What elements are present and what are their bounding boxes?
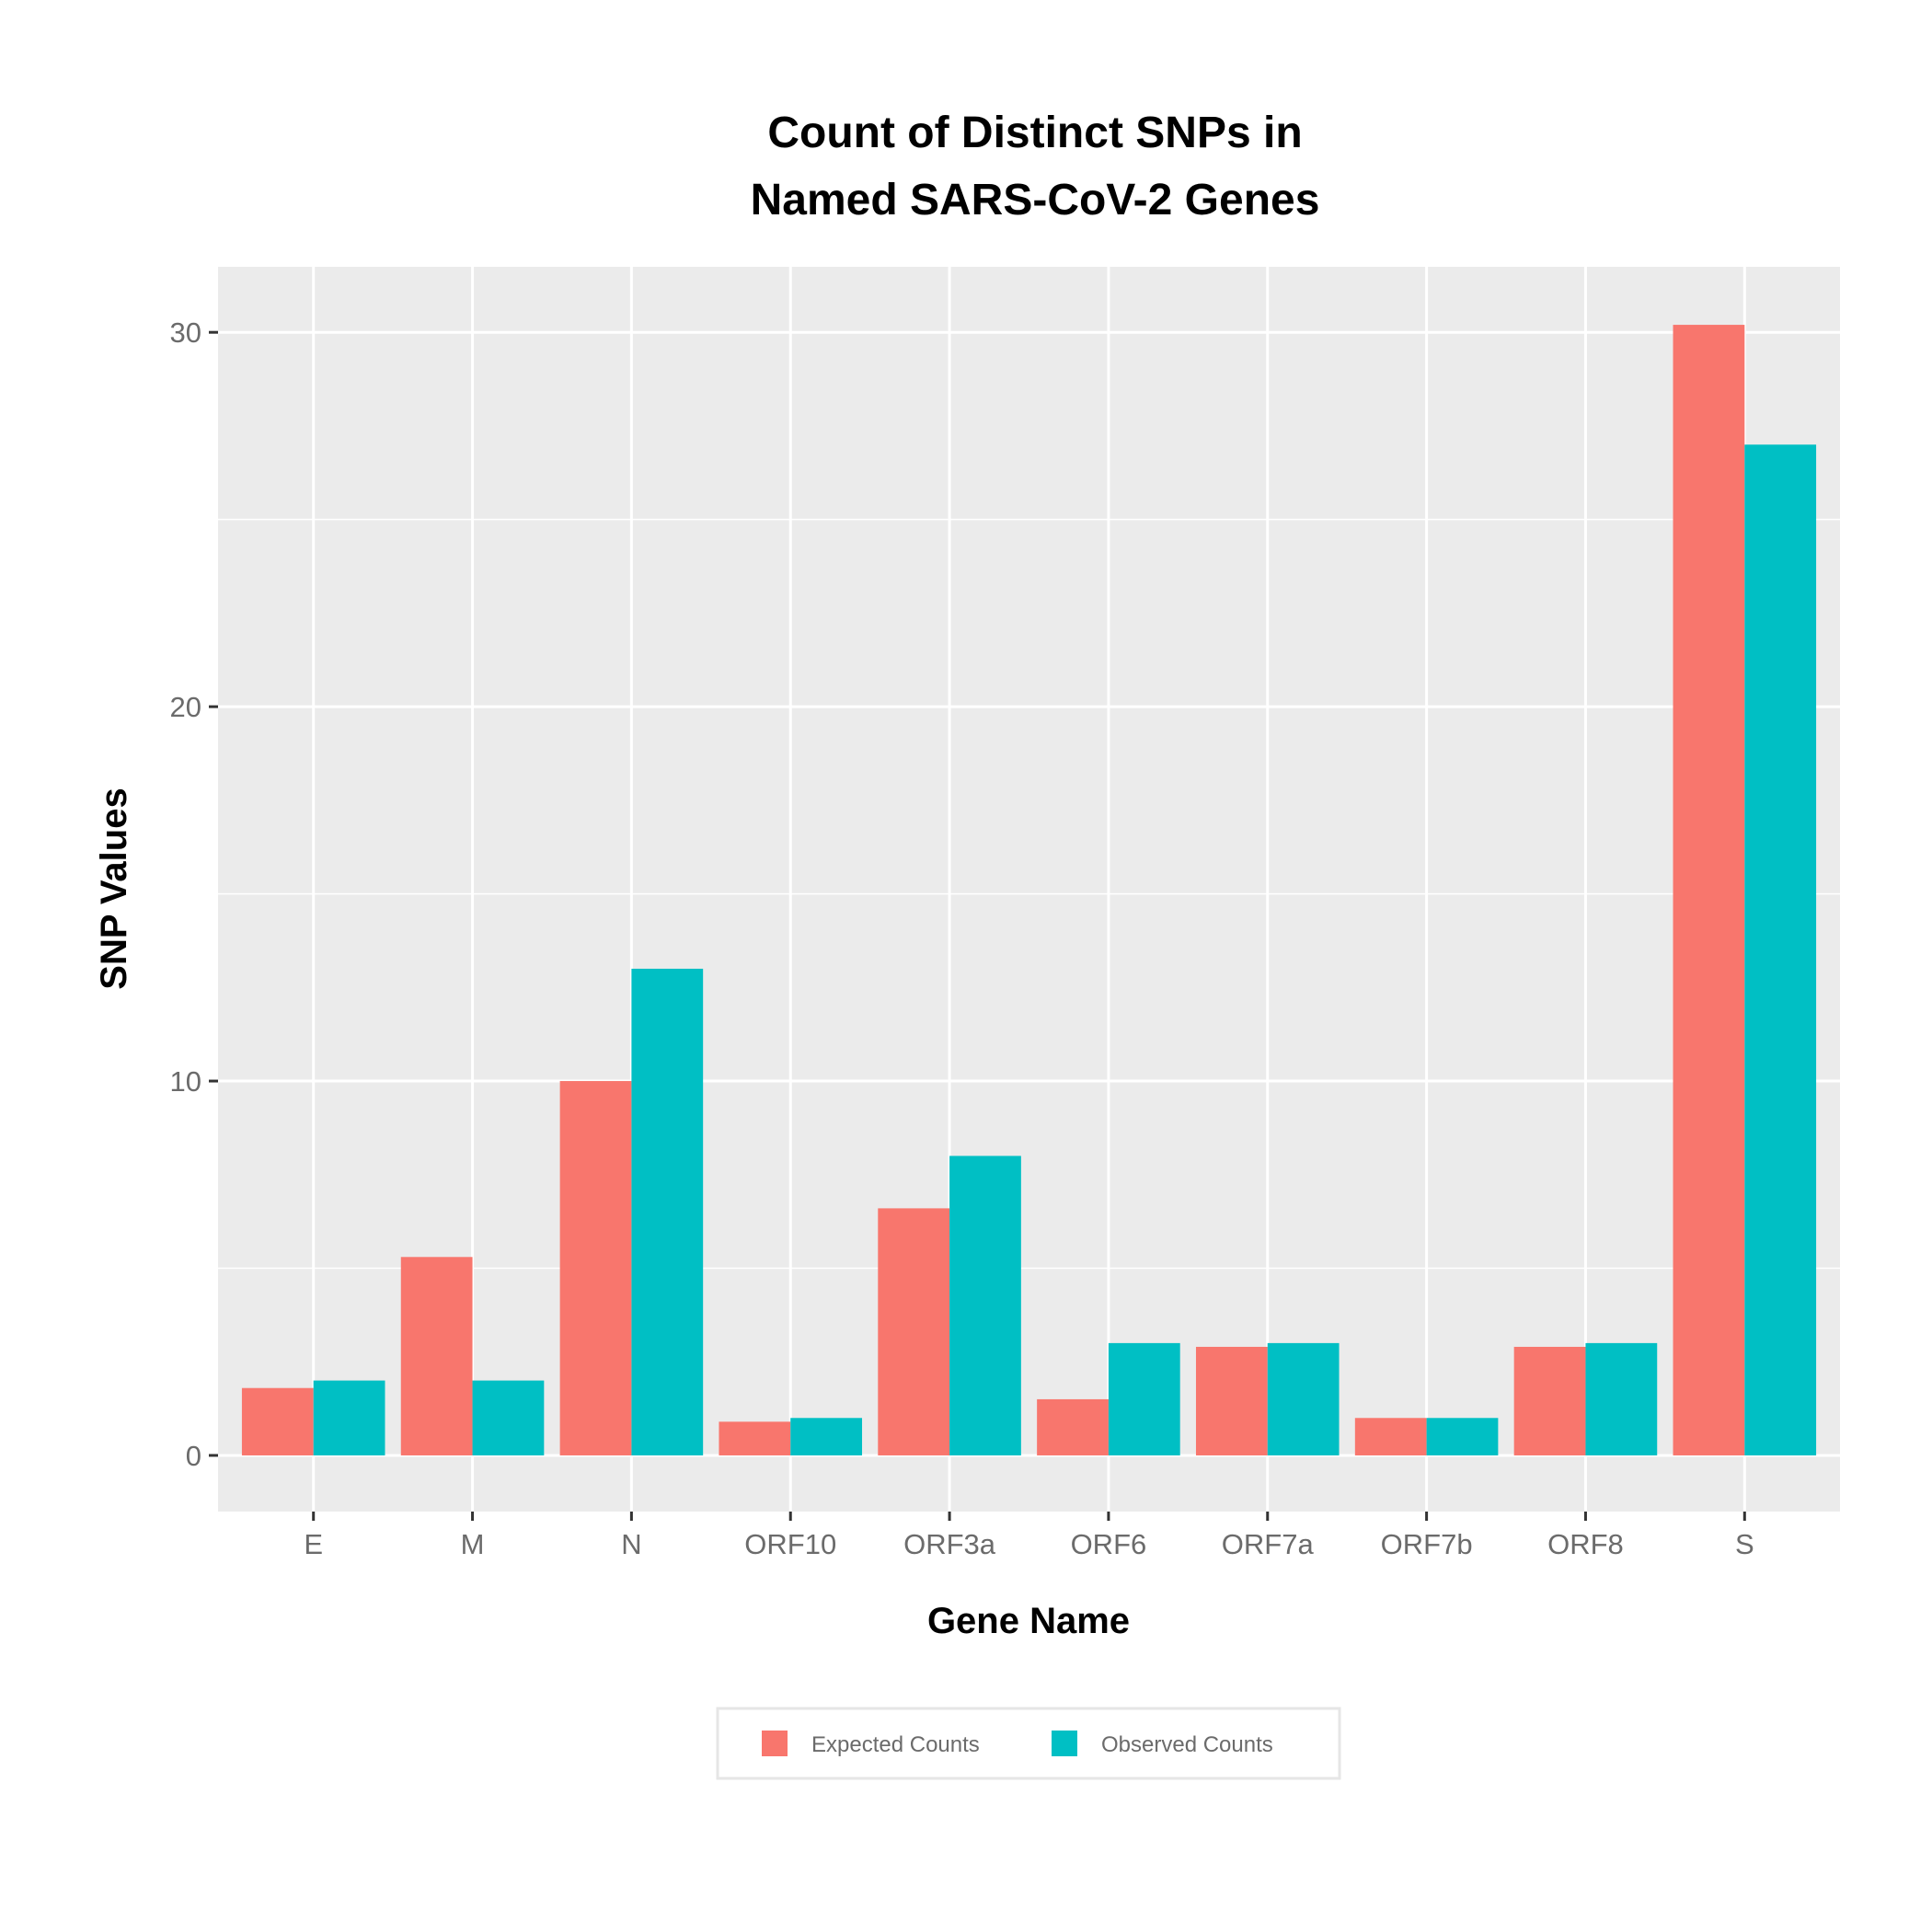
bar-observed-counts-s	[1744, 444, 1817, 1455]
bar-expected-counts-orf3a	[878, 1208, 950, 1455]
plot-panel	[218, 267, 1840, 1512]
x-tick-label: ORF6	[1071, 1528, 1147, 1560]
x-tick-label: ORF3a	[903, 1528, 996, 1560]
y-tick-label: 30	[170, 316, 201, 349]
bar-observed-counts-orf3a	[949, 1156, 1021, 1455]
bar-expected-counts-e	[241, 1387, 314, 1455]
bar-expected-counts-s	[1673, 325, 1745, 1455]
y-tick-label: 0	[186, 1440, 201, 1472]
bar-expected-counts-orf7b	[1354, 1418, 1427, 1455]
bar-observed-counts-m	[472, 1380, 545, 1455]
y-tick-label: 10	[170, 1065, 201, 1098]
bar-observed-counts-orf7b	[1426, 1418, 1499, 1455]
x-tick-label: ORF8	[1547, 1528, 1624, 1560]
bar-observed-counts-n	[631, 968, 704, 1455]
bar-expected-counts-n	[559, 1081, 632, 1455]
x-tick-label: N	[621, 1528, 641, 1560]
legend-key-observed	[1052, 1731, 1077, 1756]
legend: Expected Counts Observed Counts	[716, 1707, 1341, 1780]
y-tick-label: 20	[170, 691, 201, 723]
x-tick-label: M	[461, 1528, 485, 1560]
x-tick-label: ORF7b	[1381, 1528, 1473, 1560]
y-axis-title: SNP Values	[94, 788, 134, 989]
bar-expected-counts-orf6	[1037, 1398, 1109, 1455]
chart-title-line-2: Named SARS-CoV-2 Genes	[751, 176, 1320, 224]
legend-label-expected: Expected Counts	[811, 1732, 980, 1757]
legend-key-expected	[762, 1731, 788, 1756]
x-tick-label: ORF10	[744, 1528, 836, 1560]
bars	[241, 325, 1817, 1455]
bar-observed-counts-orf6	[1108, 1342, 1180, 1455]
bar-expected-counts-orf8	[1513, 1346, 1586, 1455]
bar-observed-counts-e	[313, 1380, 385, 1455]
bar-expected-counts-orf7a	[1195, 1346, 1268, 1455]
bar-observed-counts-orf10	[790, 1418, 863, 1455]
bar-observed-counts-orf7a	[1267, 1342, 1340, 1455]
legend-box	[716, 1707, 1341, 1780]
x-tick-label: S	[1735, 1528, 1754, 1560]
bar-expected-counts-m	[400, 1257, 473, 1455]
bar-expected-counts-orf10	[719, 1421, 791, 1455]
x-tick-label: E	[304, 1528, 323, 1560]
axes: 0 10 20 30 E M N ORF10 ORF3a ORF6 ORF7a ORF7b ORF8 S	[170, 316, 1754, 1560]
bar-observed-counts-orf8	[1585, 1342, 1658, 1455]
x-axis-title: Gene Name	[927, 1601, 1130, 1641]
legend-label-observed: Observed Counts	[1101, 1732, 1273, 1757]
chart-title-line-1: Count of Distinct SNPs in	[767, 109, 1302, 157]
x-tick-label: ORF7a	[1222, 1528, 1315, 1560]
